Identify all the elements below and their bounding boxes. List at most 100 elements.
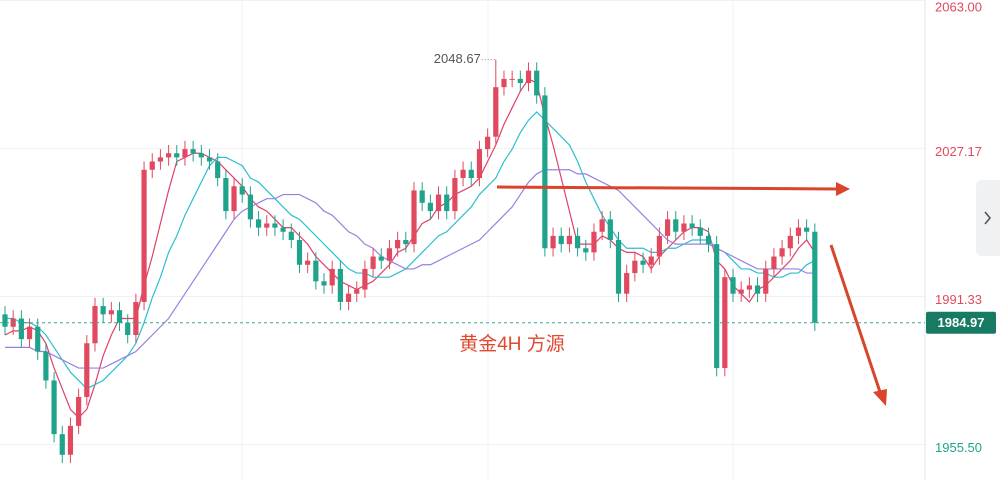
candle-body <box>485 136 491 150</box>
candle-body <box>354 289 360 294</box>
candle-body <box>296 240 303 265</box>
y-tick-label: 2063.00 <box>935 0 982 14</box>
candle-body <box>403 240 409 245</box>
last-price-box <box>926 311 996 334</box>
candle-body <box>542 95 548 249</box>
trend-arrow <box>496 182 887 406</box>
candle-body <box>329 268 335 286</box>
candle-body <box>215 161 221 179</box>
candle-body <box>116 310 123 323</box>
candle-body <box>624 273 630 294</box>
candle-body <box>591 231 597 253</box>
annotation: 黄金4H 方源 <box>459 333 565 355</box>
candle-body <box>795 227 802 236</box>
arrow-line <box>829 244 882 393</box>
arrow-head <box>836 182 850 196</box>
candle-body <box>501 78 507 88</box>
candle-body <box>575 235 581 249</box>
candle-body <box>272 223 278 228</box>
candle-body <box>460 169 466 179</box>
candle-body <box>566 235 573 245</box>
candle-body <box>166 153 172 158</box>
candle-body <box>615 240 622 294</box>
candle-body <box>812 231 818 323</box>
candle-body <box>370 256 376 269</box>
moving-average-line <box>5 169 815 369</box>
candle-body <box>198 153 204 158</box>
candle-body <box>264 223 270 228</box>
y-tick-label: 1991.33 <box>935 292 982 307</box>
candle-body <box>476 149 483 179</box>
candle-body <box>509 78 515 80</box>
candle-body <box>108 310 114 315</box>
candle-body <box>763 268 769 294</box>
candle-body <box>206 157 213 162</box>
candle-body <box>76 396 82 426</box>
candle-body <box>804 227 810 232</box>
candle-body <box>35 326 41 352</box>
candle-body <box>59 434 65 455</box>
candle-body <box>345 293 352 302</box>
plot: 2063.00 2027.17 1991.33 1955.50 2048.67 1984.… <box>0 0 996 464</box>
candle-body <box>435 194 442 212</box>
candle-body <box>255 219 262 228</box>
arrow-head <box>873 389 887 406</box>
candle-body <box>787 235 793 249</box>
candle-body <box>697 227 703 236</box>
candle-body <box>313 260 319 282</box>
candle-body <box>468 169 474 179</box>
candle-body <box>738 289 744 294</box>
candle-body <box>452 178 458 212</box>
candle-body <box>149 161 155 170</box>
candle-body <box>321 281 327 286</box>
last-price-label: 1984.97 <box>938 315 985 330</box>
candle-body <box>305 260 311 265</box>
candle-body <box>223 178 229 212</box>
candle-body <box>26 326 33 340</box>
moving-average-line <box>5 111 816 390</box>
candle-body <box>689 223 695 228</box>
candle-body <box>493 87 499 137</box>
candle-body <box>583 248 589 253</box>
candle-body <box>18 318 24 340</box>
candle-body <box>67 425 74 455</box>
candle-body <box>771 256 777 269</box>
candle-body <box>84 343 90 397</box>
candle-body <box>411 190 417 245</box>
candle-body <box>730 277 736 294</box>
candle-body <box>157 157 164 162</box>
candle-body <box>607 219 613 240</box>
candle-body <box>558 235 564 245</box>
candle-body <box>746 285 752 290</box>
candle-body <box>656 235 662 257</box>
candle-body <box>754 285 761 294</box>
candle-body <box>640 260 646 265</box>
candle-body <box>239 186 245 195</box>
candle-body <box>182 149 188 158</box>
candle-body <box>386 248 393 261</box>
candle-body <box>722 277 728 369</box>
candle-body <box>714 244 720 369</box>
candle-body <box>125 322 131 336</box>
candle-body <box>648 256 654 265</box>
candle-body <box>444 194 450 212</box>
y-tick-label: 2027.17 <box>935 144 982 159</box>
candle-body <box>673 219 679 232</box>
candle-body <box>681 223 687 232</box>
candle-body <box>664 219 671 236</box>
candle-body <box>427 202 433 212</box>
candle-body <box>92 306 98 344</box>
candle-body <box>280 227 286 232</box>
candle-body <box>174 153 180 158</box>
y-tick-label: 1955.50 <box>935 440 982 455</box>
candle-body <box>419 190 425 203</box>
chevron-icon <box>984 211 992 225</box>
arrow-line <box>496 185 839 191</box>
candle-body <box>2 314 8 327</box>
high-label: 2048.67 <box>434 51 481 66</box>
side-panel-toggle[interactable] <box>976 180 1000 256</box>
candle-body <box>190 149 196 154</box>
candle-body <box>231 186 237 212</box>
candle-body <box>534 70 540 96</box>
